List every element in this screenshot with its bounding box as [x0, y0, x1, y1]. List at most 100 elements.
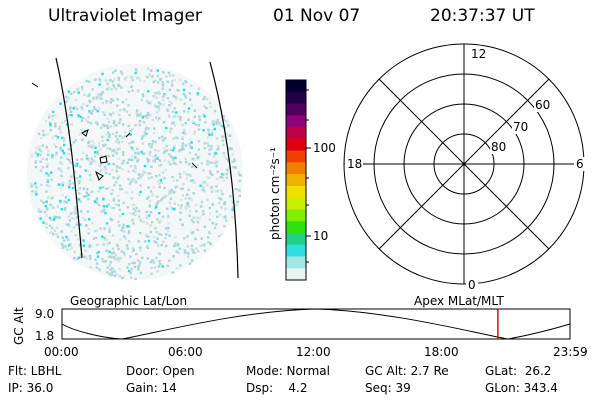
speckle	[100, 97, 104, 100]
speckle	[182, 88, 186, 92]
speckle	[96, 152, 100, 155]
speckle	[87, 193, 90, 197]
speckle	[134, 209, 137, 212]
speckle	[96, 150, 99, 153]
speckle	[222, 135, 226, 138]
speckle	[202, 188, 205, 191]
speckle	[209, 172, 212, 175]
speckle	[151, 259, 154, 262]
speckle	[45, 158, 48, 161]
speckle	[121, 168, 124, 171]
speckle	[96, 243, 99, 246]
speckle	[202, 129, 205, 132]
speckle	[84, 255, 88, 258]
speckle	[220, 191, 223, 194]
speckle	[85, 191, 88, 194]
speckle	[110, 252, 114, 255]
colorbar-band	[286, 221, 306, 234]
speckle	[122, 161, 125, 165]
speckle	[198, 216, 201, 220]
speckle	[99, 148, 102, 152]
speckle	[154, 116, 158, 119]
speckle	[127, 170, 130, 173]
speckle	[48, 216, 52, 220]
speckle	[172, 121, 175, 124]
polar-diagonal	[378, 78, 550, 250]
speckle	[101, 135, 104, 138]
speckle	[117, 142, 121, 145]
speckle	[211, 129, 214, 132]
speckle	[105, 133, 108, 136]
speckle	[238, 179, 241, 183]
speckle	[213, 226, 217, 230]
speckle	[40, 136, 43, 140]
speckle	[221, 192, 224, 196]
speckle	[134, 155, 137, 159]
speckle	[193, 130, 197, 133]
speckle	[151, 75, 154, 78]
speckle	[89, 177, 93, 181]
speckle	[215, 137, 219, 140]
speckle	[153, 159, 157, 162]
speckle	[143, 164, 147, 168]
speckle	[209, 186, 213, 190]
speckle	[179, 206, 182, 210]
speckle	[139, 112, 142, 115]
speckle	[32, 184, 35, 187]
speckle	[150, 146, 153, 149]
speckle	[177, 115, 180, 118]
speckle	[80, 158, 83, 161]
speckle	[105, 238, 109, 241]
speckle	[221, 125, 224, 128]
speckle	[103, 227, 106, 230]
speckle	[150, 176, 153, 179]
speckle	[120, 187, 123, 191]
speckle	[150, 272, 153, 275]
speckle	[65, 95, 68, 99]
speckle	[191, 198, 194, 202]
speckle	[114, 135, 118, 138]
speckle	[124, 191, 127, 194]
speckle	[79, 223, 82, 226]
speckle	[147, 160, 150, 163]
speckle	[215, 223, 218, 226]
speckle	[131, 140, 135, 144]
speckle	[65, 123, 69, 126]
speckle	[200, 237, 203, 240]
speckle	[81, 88, 84, 91]
speckle	[209, 145, 213, 149]
speckle	[126, 225, 129, 228]
speckle	[162, 121, 165, 124]
speckle	[102, 205, 106, 208]
speckle	[150, 69, 153, 72]
speckle	[126, 206, 129, 209]
speckle	[123, 254, 126, 257]
speckle	[162, 146, 165, 150]
speckle	[152, 80, 155, 84]
speckle	[92, 96, 95, 99]
speckle	[153, 79, 157, 83]
speckle	[137, 177, 140, 180]
speckle	[48, 184, 51, 188]
speckle	[60, 156, 63, 159]
speckle	[49, 231, 52, 235]
speckle	[158, 232, 162, 236]
speckle	[187, 255, 190, 259]
speckle	[129, 255, 132, 258]
speckle	[98, 83, 101, 86]
speckle	[163, 94, 167, 97]
speckle	[118, 134, 121, 138]
speckle	[101, 139, 104, 143]
speckle	[90, 161, 93, 164]
colorbar-band	[286, 150, 306, 163]
speckle	[155, 231, 159, 234]
speckle	[77, 114, 80, 117]
speckle	[64, 196, 68, 199]
speckle	[74, 205, 77, 209]
speckle	[128, 211, 132, 215]
speckle	[143, 80, 146, 83]
speckle	[175, 184, 178, 188]
speckle	[88, 93, 91, 96]
speckle	[108, 133, 111, 136]
speckle	[147, 239, 151, 243]
